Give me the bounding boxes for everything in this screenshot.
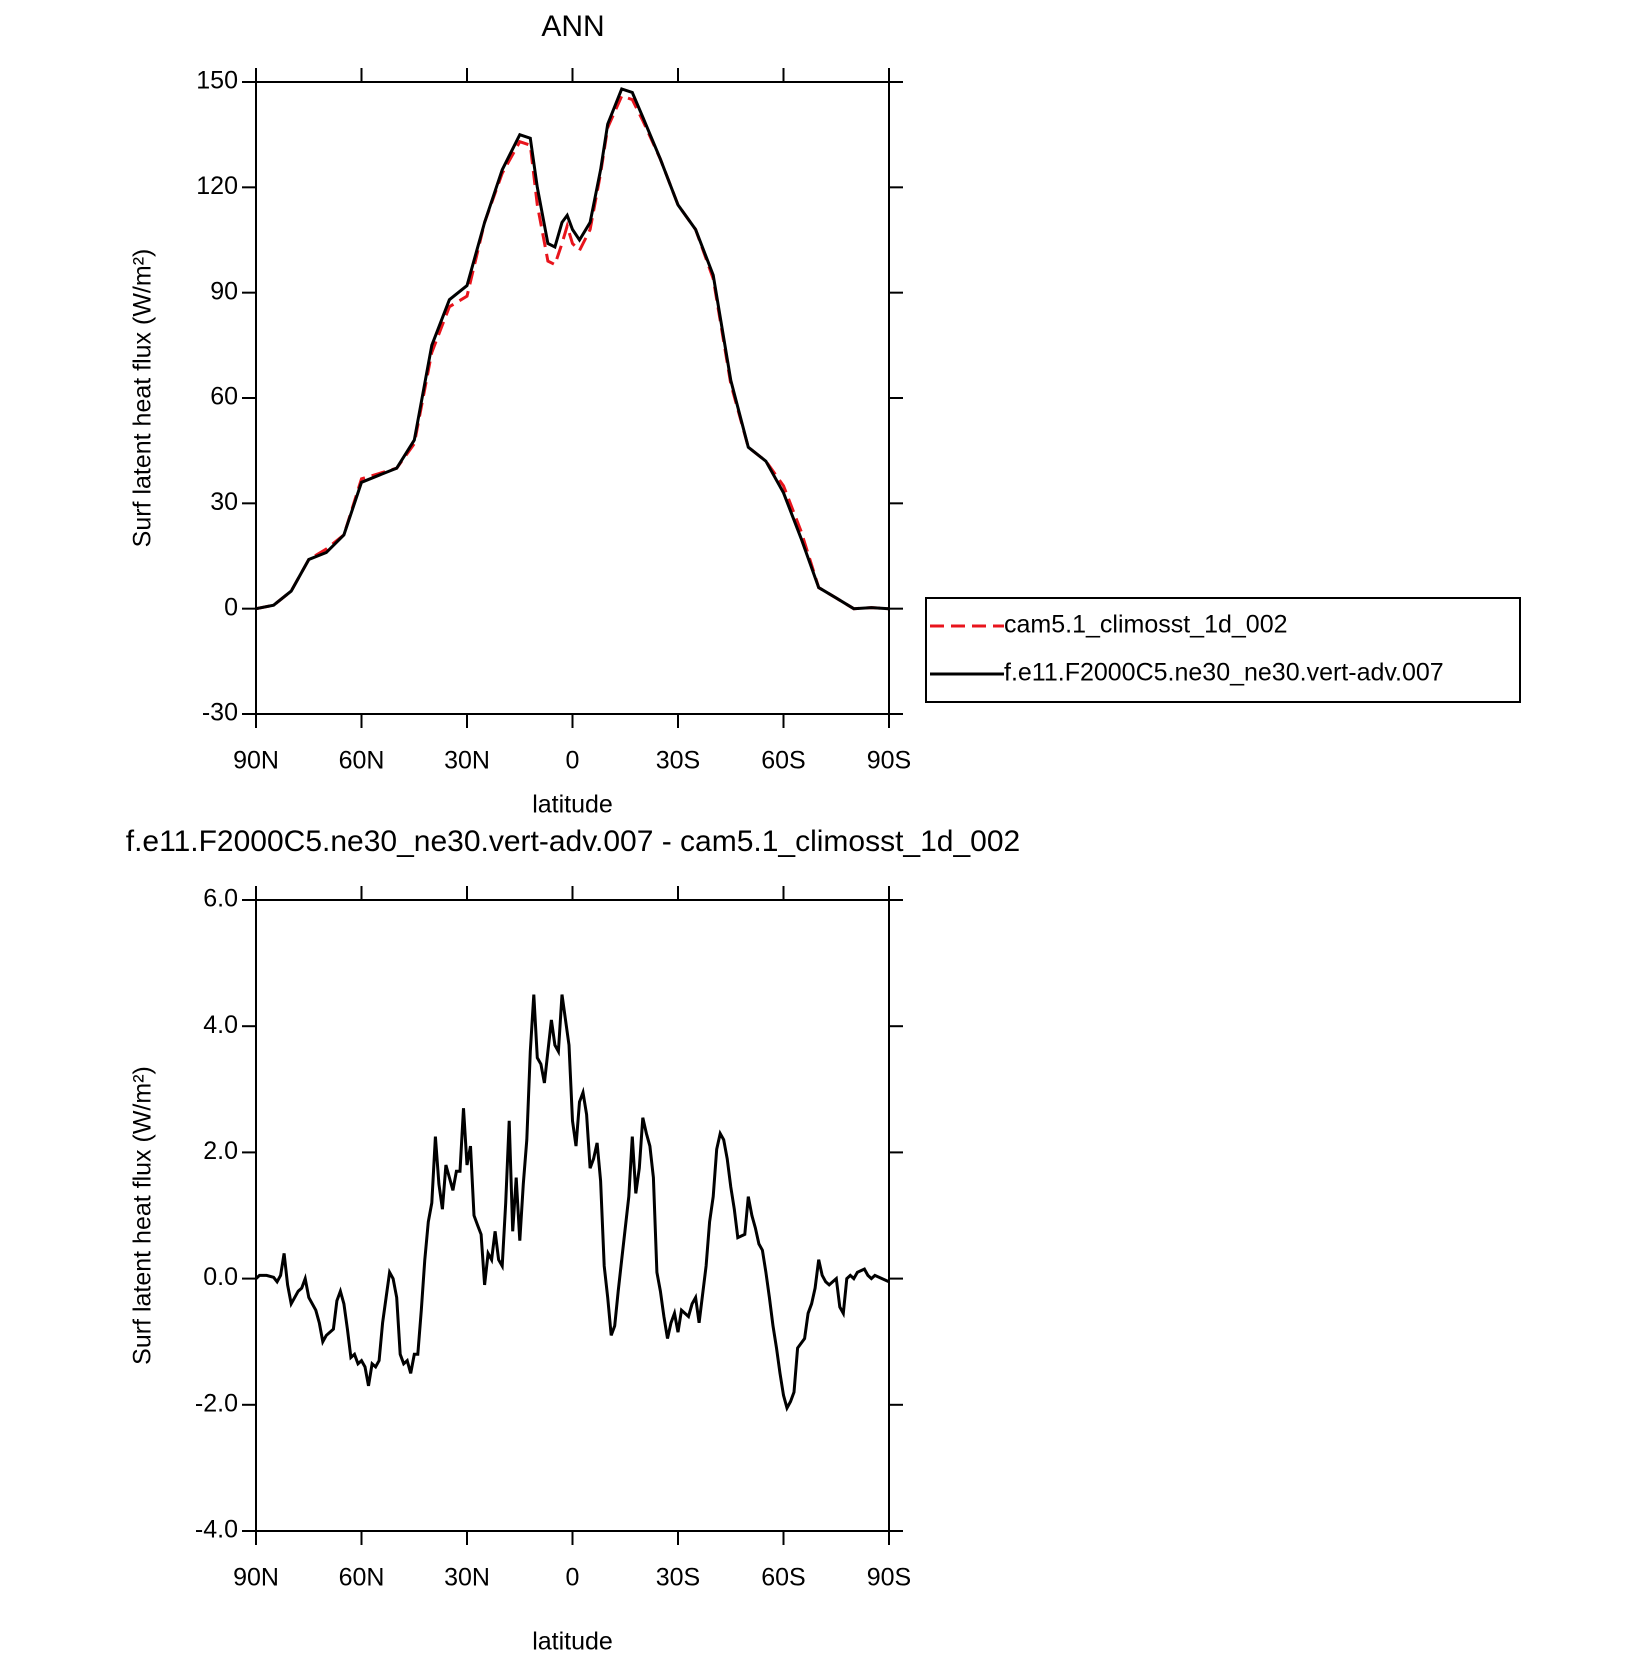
x-tick-label: 0 [566, 747, 580, 775]
y-axis-label: Surf latent heat flux (W/m²) [129, 1066, 157, 1365]
y-tick-label: -4.0 [195, 1516, 238, 1544]
y-tick-label: 6.0 [203, 885, 238, 913]
legend-label: f.e11.F2000C5.ne30_ne30.vert-adv.007 [1004, 659, 1444, 687]
series-line [254, 994, 890, 1412]
x-tick-label: 30N [444, 747, 490, 775]
x-axis-label: latitude [532, 1628, 613, 1656]
x-axis-label: latitude [532, 791, 613, 819]
y-tick-label: 4.0 [203, 1011, 238, 1039]
x-tick-label: 0 [566, 1564, 580, 1592]
x-tick-label: 90S [867, 747, 911, 775]
x-tick-label: 60S [761, 1564, 805, 1592]
chart-title: f.e11.F2000C5.ne30_ne30.vert-adv.007 - c… [126, 825, 1020, 858]
x-tick-label: 30N [444, 1564, 490, 1592]
chart-title: ANN [541, 10, 604, 43]
y-tick-label: 120 [196, 172, 238, 200]
x-tick-label: 60N [339, 1564, 385, 1592]
x-tick-label: 60N [339, 747, 385, 775]
x-tick-label: 90N [233, 747, 279, 775]
y-tick-label: 2.0 [203, 1137, 238, 1165]
y-tick-label: 30 [210, 488, 238, 516]
y-tick-label: 0.0 [203, 1263, 238, 1291]
x-tick-label: 90S [867, 1564, 911, 1592]
x-tick-label: 30S [656, 747, 700, 775]
legend-label: cam5.1_climosst_1d_002 [1004, 611, 1288, 639]
y-tick-label: 90 [210, 277, 238, 305]
x-tick-label: 60S [761, 747, 805, 775]
plot-frame [255, 899, 890, 1532]
x-tick-label: 90N [233, 1564, 279, 1592]
y-tick-label: -2.0 [195, 1389, 238, 1417]
plot-frame [255, 81, 890, 715]
series-line [255, 87, 890, 611]
series-line [255, 94, 890, 611]
y-tick-label: 0 [224, 593, 238, 621]
y-axis-label: Surf latent heat flux (W/m²) [129, 249, 157, 548]
y-tick-label: 60 [210, 383, 238, 411]
legend-box [925, 597, 1521, 703]
y-tick-label: 150 [196, 67, 238, 95]
y-tick-label: -30 [202, 699, 238, 727]
x-tick-label: 30S [656, 1564, 700, 1592]
